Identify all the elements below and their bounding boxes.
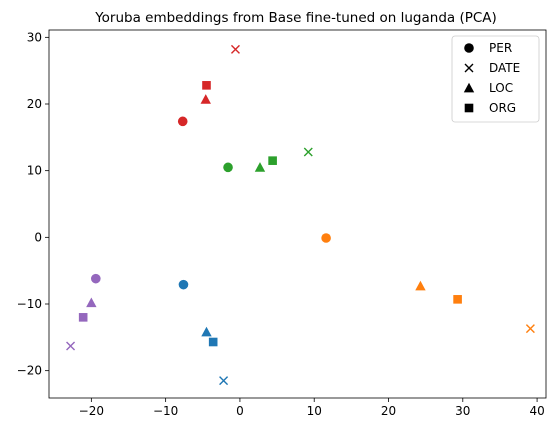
legend-square-icon: [464, 103, 474, 113]
y-tick-label: 20: [27, 97, 42, 111]
data-point-x: [230, 44, 240, 54]
axis-ticks: −20 −10 0 10 20 30 40 −20 −10 0 10 20 30: [17, 30, 545, 418]
x-tick-label: 10: [307, 404, 322, 418]
y-tick-label: −10: [17, 297, 42, 311]
data-point-triangle: [254, 162, 266, 172]
data-point-square: [208, 337, 218, 347]
data-point-square: [78, 313, 88, 322]
y-tick-label: 0: [34, 230, 42, 244]
x-tick-label: 40: [529, 404, 544, 418]
data-point-triangle: [415, 280, 426, 291]
data-point-circle: [177, 116, 188, 127]
legend-triangle-icon: [463, 82, 475, 93]
y-tick-label: 30: [27, 30, 42, 44]
y-tick-label: 10: [27, 164, 42, 178]
data-point-x: [219, 376, 229, 386]
x-tick-label: −20: [79, 404, 104, 418]
data-point-triangle: [86, 297, 97, 308]
x-tick-label: 0: [236, 404, 244, 418]
legend-circle-icon: [464, 43, 474, 53]
data-point-triangle: [201, 326, 212, 337]
data-point-square: [453, 295, 462, 304]
data-point-circle: [321, 233, 331, 243]
legend: PER DATE LOC ORG: [451, 35, 540, 123]
data-point-circle: [178, 279, 189, 290]
data-point-x: [303, 147, 313, 157]
x-tick-label: 20: [381, 404, 396, 418]
data-point-square: [268, 156, 277, 165]
data-point-triangle: [200, 94, 211, 104]
legend-x-icon: [464, 63, 474, 73]
legend-box: [451, 35, 540, 123]
x-tick-label: 30: [455, 404, 470, 418]
legend-label: ORG: [489, 101, 516, 115]
y-tick-label: −20: [17, 364, 42, 378]
legend-label: LOC: [489, 81, 513, 95]
data-point-x: [66, 341, 76, 351]
data-points: [66, 44, 535, 386]
data-point-square: [202, 81, 211, 90]
chart-title: Yoruba embeddings from Base fine-tuned o…: [94, 10, 497, 26]
x-tick-label: −10: [153, 404, 178, 418]
data-point-x: [525, 324, 535, 334]
plot-frame: [48, 29, 547, 399]
legend-label: DATE: [489, 61, 520, 75]
legend-label: PER: [489, 41, 512, 55]
data-point-circle: [91, 273, 101, 284]
data-point-circle: [223, 162, 233, 173]
